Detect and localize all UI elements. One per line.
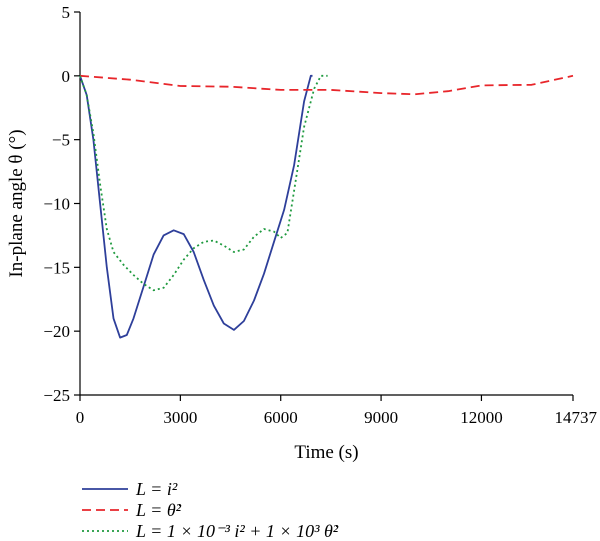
y-tick-label: −20 <box>43 322 70 341</box>
x-tick-label: 6000 <box>264 408 298 427</box>
series-line-3 <box>79 74 328 292</box>
y-ticks: 5 0 −5 −10 −15 −20 −25 <box>43 3 80 405</box>
x-tick-label: 14737 <box>555 408 598 427</box>
y-tick-label: −15 <box>43 258 70 277</box>
y-tick-label: −10 <box>43 195 70 214</box>
y-tick-label: −25 <box>43 386 70 405</box>
legend-label-2: L = θ̇² <box>135 500 182 520</box>
series-line-1 <box>79 74 313 339</box>
legend-label-1: L = i² <box>135 479 178 499</box>
y-axis-label: In-plane angle θ (°) <box>6 129 27 277</box>
x-tick-label: 12000 <box>460 408 503 427</box>
legend: L = i²L = θ̇²L = 1 × 10⁻³ i² + 1 × 10³ θ… <box>82 479 339 541</box>
x-tick-label: 0 <box>76 408 85 427</box>
x-tick-label: 9000 <box>364 408 398 427</box>
series-group <box>79 74 574 339</box>
y-tick-label: −5 <box>52 131 70 150</box>
x-ticks: 0 3000 6000 9000 12000 14737 <box>76 395 598 427</box>
y-tick-label: 0 <box>62 67 71 86</box>
plot-area: 5 0 −5 −10 −15 −20 −25 0 3000 6000 9000 12000 14737 <box>43 3 597 427</box>
legend-label-3: L = 1 × 10⁻³ i² + 1 × 10³ θ̇² <box>135 521 339 541</box>
x-axis-label: Time (s) <box>294 442 358 463</box>
x-tick-label: 3000 <box>163 408 197 427</box>
series-line-2 <box>79 74 574 96</box>
y-tick-label: 5 <box>62 3 71 22</box>
